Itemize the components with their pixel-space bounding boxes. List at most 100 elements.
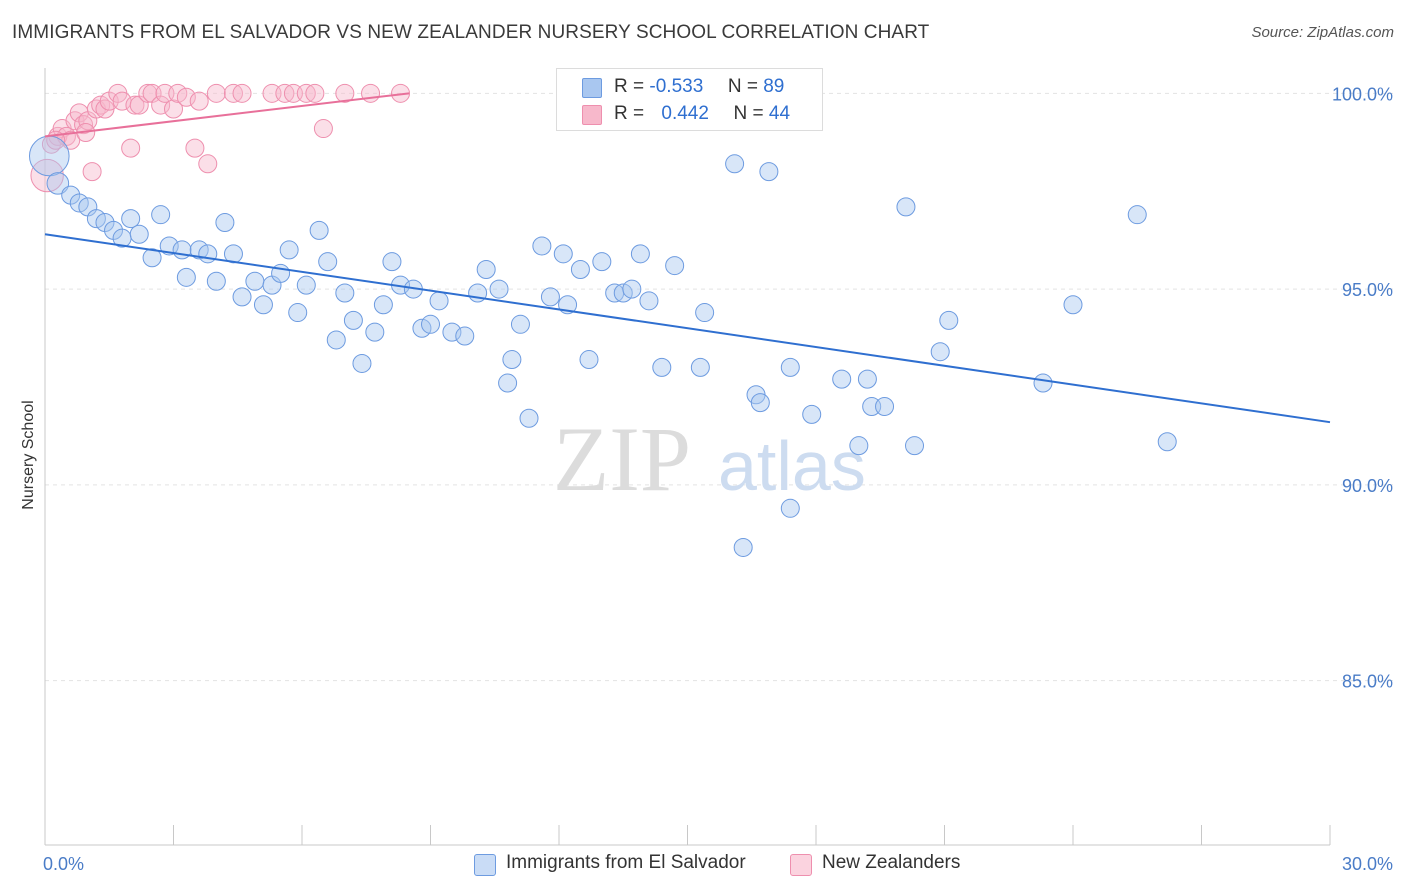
data-point-el-salvador [725, 154, 745, 174]
watermark-zip: ZIP [553, 408, 691, 510]
data-point-el-salvador [502, 350, 522, 370]
series-el-salvador [28, 135, 1177, 557]
data-point-new-zealanders [313, 119, 333, 139]
data-point-el-salvador [759, 162, 779, 182]
legend-n-value: 44 [768, 103, 791, 124]
legend-n-label: N = [727, 76, 758, 97]
data-point-el-salvador [232, 287, 252, 307]
chart-title: IMMIGRANTS FROM EL SALVADOR VS NEW ZEALA… [12, 22, 930, 43]
legend-label-new-zealanders: New Zealanders [822, 852, 961, 873]
data-point-new-zealanders [82, 162, 102, 182]
legend-r-label: R = [614, 103, 645, 124]
legend-r-value: -0.533 [649, 76, 704, 97]
data-point-el-salvador [930, 342, 950, 362]
data-point-el-salvador [592, 252, 612, 272]
data-point-el-salvador [540, 287, 560, 307]
legend-row-new-zealanders: R = 0.442 N = 44 [557, 101, 822, 127]
data-point-el-salvador [343, 310, 363, 330]
data-point-el-salvador [695, 303, 715, 323]
y-tick-label: 85.0% [1342, 672, 1393, 692]
data-point-el-salvador [579, 350, 599, 370]
data-point-el-salvador [476, 259, 496, 279]
data-point-new-zealanders [164, 99, 183, 119]
data-point-el-salvador [652, 357, 672, 377]
legend-swatch-pink [790, 854, 812, 876]
data-point-new-zealanders [138, 83, 158, 103]
data-point-el-salvador [129, 224, 149, 244]
data-point-el-salvador [665, 256, 685, 276]
data-point-new-zealanders [185, 138, 205, 158]
data-point-el-salvador [690, 357, 710, 377]
data-point-el-salvador [159, 236, 179, 256]
series-legend: Immigrants from El Salvador New Zealande… [0, 852, 1406, 878]
y-tick-label: 95.0% [1342, 280, 1393, 300]
legend-n-label: N = [733, 103, 764, 124]
data-point-el-salvador [421, 314, 440, 334]
data-point-el-salvador [46, 172, 70, 195]
trend-line-new-zealanders [44, 92, 410, 138]
y-tick-label: 90.0% [1342, 476, 1393, 496]
legend-swatch-blue [474, 854, 496, 876]
data-point-new-zealanders [335, 83, 355, 103]
correlation-legend: R = -0.533 N = 89 R = 0.442 N = 44 [556, 68, 823, 131]
data-point-el-salvador [142, 248, 162, 268]
x-tick-label: 0.0% [43, 854, 84, 874]
data-point-el-salvador [733, 537, 753, 557]
data-point-el-salvador [206, 271, 226, 291]
grid-lines [45, 92, 1395, 682]
tick-labels: 85.0% 90.0% 95.0% 100.0% 0.0% 30.0% [43, 84, 1393, 874]
data-point-el-salvador [279, 240, 299, 260]
data-point-el-salvador [1157, 432, 1177, 452]
data-point-el-salvador [365, 322, 385, 342]
data-point-el-salvador [373, 295, 393, 315]
data-point-new-zealanders [206, 83, 226, 103]
data-point-el-salvador [639, 291, 659, 311]
data-point-el-salvador [288, 303, 308, 323]
data-point-el-salvador [780, 498, 800, 518]
legend-r-value: 0.442 [661, 103, 709, 124]
data-point-el-salvador [896, 197, 916, 217]
axes [44, 68, 1331, 846]
data-point-new-zealanders [121, 138, 141, 158]
data-point-el-salvador [215, 213, 235, 233]
trend-line-el-salvador [44, 233, 1331, 424]
legend-swatch-blue [582, 78, 602, 98]
data-point-new-zealanders [125, 95, 145, 115]
data-point-el-salvador [553, 244, 573, 264]
legend-r-label: R = [614, 76, 645, 97]
watermark-atlas: atlas [718, 427, 866, 505]
legend-label-el-salvador: Immigrants from El Salvador [506, 852, 746, 873]
data-point-el-salvador [223, 244, 243, 264]
legend-row-el-salvador: R = -0.533 N = 89 [557, 74, 822, 100]
data-point-new-zealanders [198, 154, 218, 174]
series-new-zealanders [30, 83, 411, 193]
data-point-el-salvador [1063, 295, 1083, 315]
data-point-el-salvador [28, 135, 70, 177]
data-point-el-salvador [176, 267, 196, 287]
data-point-el-salvador [939, 310, 959, 330]
data-point-el-salvador [335, 283, 355, 303]
data-point-el-salvador [455, 326, 475, 346]
data-point-el-salvador [352, 353, 372, 373]
data-point-el-salvador [121, 209, 141, 229]
y-tick-label: 100.0% [1332, 84, 1393, 104]
data-point-el-salvador [630, 244, 650, 264]
x-tick-label: 30.0% [1342, 854, 1393, 874]
data-point-new-zealanders [305, 83, 325, 103]
legend-n-value: 89 [763, 76, 785, 97]
data-point-el-salvador [498, 373, 518, 393]
data-point-el-salvador [875, 397, 895, 417]
y-axis-label: Nursery School [20, 400, 37, 509]
watermark: ZIP atlas [553, 408, 866, 510]
data-point-el-salvador [857, 369, 877, 389]
data-point-el-salvador [198, 244, 218, 264]
data-point-new-zealanders [189, 91, 209, 111]
data-point-new-zealanders [176, 87, 196, 107]
data-point-el-salvador [489, 279, 509, 299]
data-point-el-salvador [326, 330, 346, 350]
data-point-el-salvador [622, 279, 642, 299]
data-point-el-salvador [780, 357, 800, 377]
data-point-el-salvador [318, 252, 338, 272]
data-point-el-salvador [382, 252, 402, 272]
